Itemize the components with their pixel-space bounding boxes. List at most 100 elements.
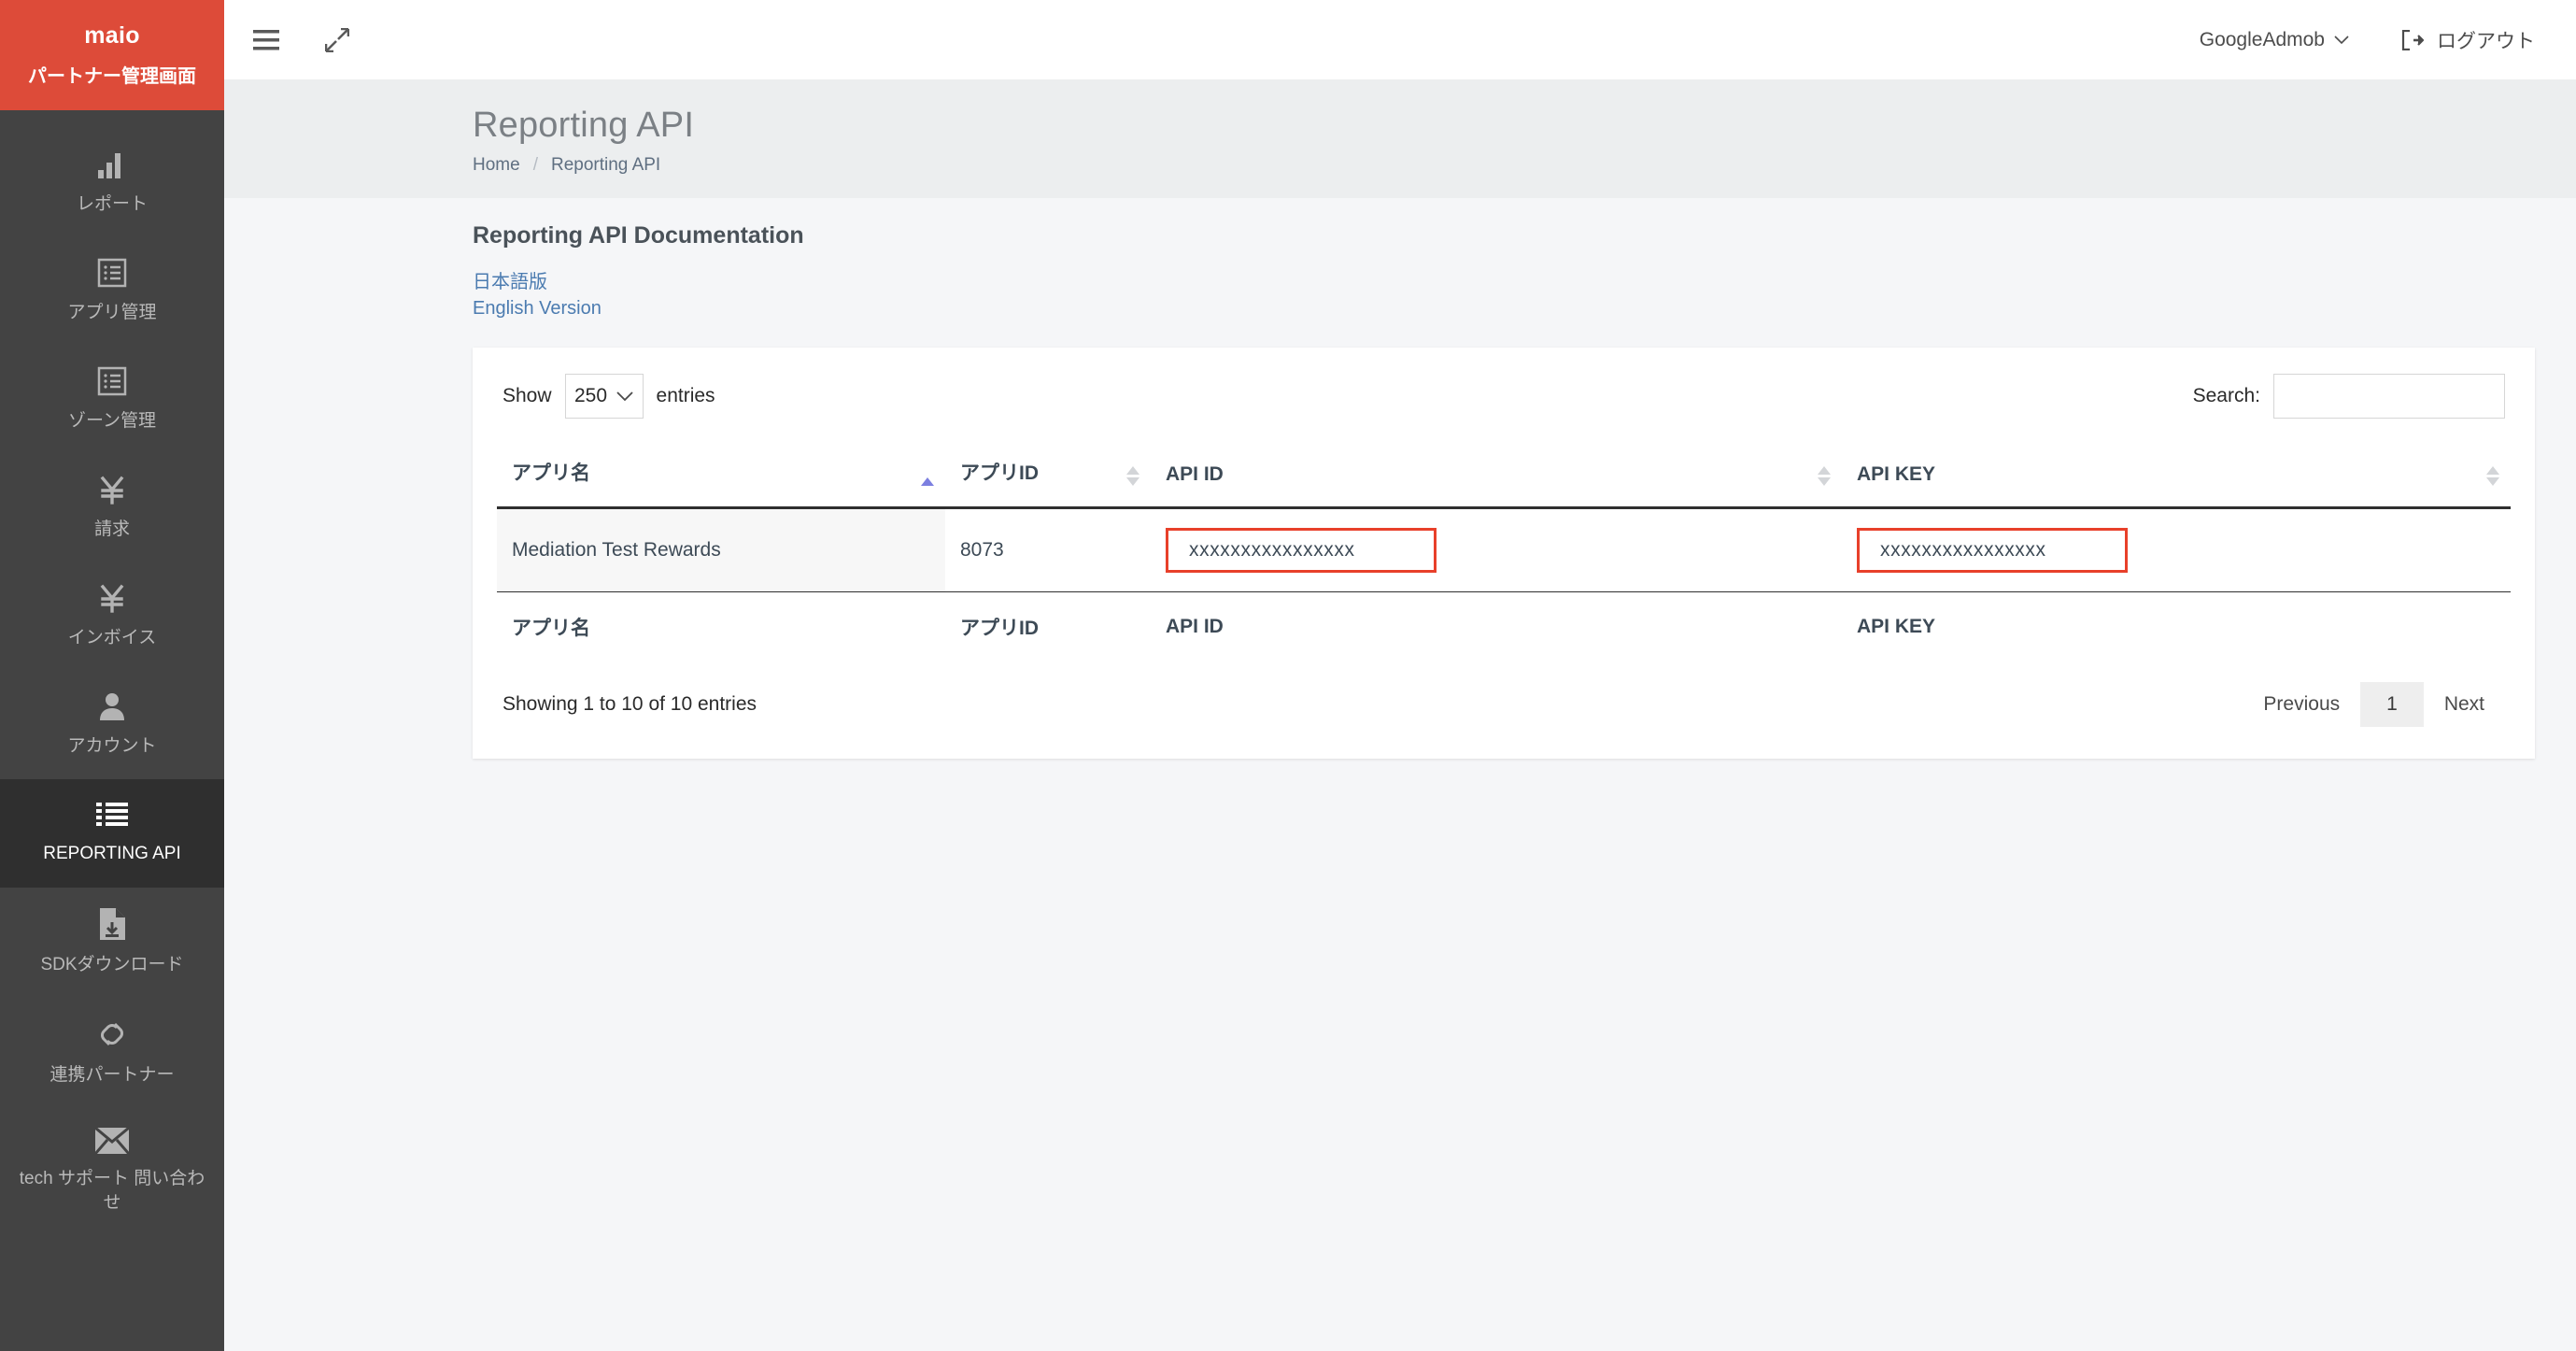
- api-key-highlight-box: xxxxxxxxxxxxxxxx: [1857, 528, 2128, 573]
- yen-icon: [98, 583, 126, 613]
- column-header-label: アプリ名: [512, 462, 590, 484]
- footer-header-app-id: アプリID: [945, 591, 1151, 654]
- cell-app-name: Mediation Test Rewards: [497, 507, 945, 592]
- link-icon: [96, 1018, 128, 1050]
- sidebar: maio パートナー管理画面 レポート: [0, 0, 224, 1351]
- column-header-label: アプリID: [960, 462, 1039, 484]
- table-head: アプリ名 アプリID: [497, 445, 2511, 509]
- topbar-left-group: [245, 19, 359, 62]
- expand-arrows-icon[interactable]: [316, 19, 359, 62]
- sidebar-item-zone-management[interactable]: ゾーン管理: [0, 346, 224, 454]
- file-download-icon: [98, 908, 126, 940]
- cell-app-id: 8073: [945, 507, 1151, 592]
- sidebar-item-label: インボイス: [67, 628, 157, 648]
- footer-header-app-name: アプリ名: [497, 591, 945, 654]
- yen-icon: [98, 475, 126, 505]
- sidebar-item-tech-support[interactable]: tech サポート 問い合わせ: [0, 1107, 224, 1235]
- documentation-links: 日本語版 English Version: [473, 266, 2535, 320]
- sidebar-item-reporting-api[interactable]: REPORTING API: [0, 779, 224, 888]
- table-controls: Show 250 entries Search:: [497, 374, 2511, 424]
- cell-api-id: xxxxxxxxxxxxxxxx: [1151, 507, 1842, 592]
- reporting-api-table: アプリ名 アプリID: [497, 445, 2511, 654]
- sidebar-item-sdk-download[interactable]: SDKダウンロード: [0, 888, 224, 998]
- sign-out-icon: [2401, 29, 2425, 50]
- page-length-value: 250: [574, 385, 608, 406]
- sidebar-item-report[interactable]: レポート: [0, 129, 224, 237]
- user-icon: [97, 691, 127, 721]
- search-group: Search:: [2193, 374, 2505, 419]
- datatable-card: Show 250 entries Search:: [473, 348, 2535, 759]
- list-icon: [96, 801, 128, 829]
- sidebar-item-account[interactable]: アカウント: [0, 671, 224, 779]
- hamburger-icon[interactable]: [245, 19, 288, 62]
- chevron-down-icon: [2334, 35, 2349, 45]
- sidebar-item-label: tech サポート 問い合わせ: [19, 1169, 205, 1213]
- footer-header-api-id: API ID: [1151, 591, 1842, 654]
- documentation-heading: Reporting API Documentation: [473, 222, 804, 249]
- sidebar-nav: レポート アプリ管理: [0, 110, 224, 1236]
- page-content: Reporting API Documentation 日本語版 English…: [224, 198, 2576, 759]
- sidebar-item-label: REPORTING API: [43, 844, 181, 864]
- search-input[interactable]: [2273, 374, 2505, 419]
- sort-indicator[interactable]: [2486, 466, 2499, 486]
- column-header-app-id[interactable]: アプリID: [945, 445, 1151, 509]
- show-label: Show: [502, 385, 552, 406]
- table-header-row: アプリ名 アプリID: [497, 445, 2511, 509]
- sort-indicator[interactable]: [1818, 466, 1831, 486]
- table-footer-row: アプリ名 アプリID API ID API KEY: [497, 591, 2511, 654]
- column-header-api-key[interactable]: API KEY: [1842, 445, 2511, 509]
- bar-chart-icon: [96, 149, 128, 179]
- logout-button[interactable]: ログアウト: [2401, 26, 2535, 54]
- envelope-icon: [95, 1128, 129, 1155]
- sidebar-item-label: ゾーン管理: [67, 411, 157, 432]
- breadcrumb-item-current: Reporting API: [550, 155, 661, 175]
- brand-title: maio: [84, 22, 140, 49]
- main-area: GoogleAdmob ログアウ: [224, 0, 2576, 1351]
- sort-indicator-ascending[interactable]: [921, 477, 934, 486]
- sidebar-item-label: 請求: [93, 519, 130, 540]
- column-header-app-name[interactable]: アプリ名: [497, 445, 945, 509]
- sidebar-item-label: アプリ管理: [67, 303, 157, 323]
- doc-link-japanese[interactable]: 日本語版: [473, 272, 547, 292]
- entries-label: entries: [656, 385, 715, 406]
- pagination-previous[interactable]: Previous: [2263, 693, 2341, 715]
- page-title: Reporting API: [473, 106, 695, 145]
- breadcrumb-separator: /: [532, 155, 538, 175]
- sidebar-item-partners[interactable]: 連携パートナー: [0, 998, 224, 1108]
- page-header: Reporting API Home / Reporting API: [224, 79, 2576, 198]
- table-footer-bar: Showing 1 to 10 of 10 entries Previous 1…: [497, 654, 2511, 727]
- pagination: Previous 1 Next: [2243, 682, 2505, 727]
- brand-subtitle: パートナー管理画面: [28, 66, 196, 87]
- column-header-api-id[interactable]: API ID: [1151, 445, 1842, 509]
- topbar-right-group: GoogleAdmob ログアウ: [2200, 26, 2535, 54]
- pagination-page-1[interactable]: 1: [2360, 682, 2424, 727]
- table-foot: アプリ名 アプリID API ID API KEY: [497, 591, 2511, 654]
- column-header-label: API ID: [1166, 463, 1224, 485]
- breadcrumb-item-home[interactable]: Home: [473, 155, 520, 175]
- user-menu[interactable]: GoogleAdmob: [2200, 29, 2349, 51]
- search-label: Search:: [2192, 385, 2260, 406]
- doc-link-english[interactable]: English Version: [473, 298, 602, 319]
- table-row[interactable]: Mediation Test Rewards 8073 xxxxxxxxxxxx…: [497, 507, 2511, 592]
- sidebar-item-billing[interactable]: 請求: [0, 454, 224, 562]
- logout-label: ログアウト: [2437, 30, 2535, 52]
- sidebar-item-app-management[interactable]: アプリ管理: [0, 237, 224, 346]
- page-length-select[interactable]: 250: [564, 374, 644, 419]
- footer-header-api-key: API KEY: [1842, 591, 2511, 654]
- list-box-icon: [97, 366, 127, 396]
- sort-indicator[interactable]: [1126, 466, 1139, 486]
- show-entries-group: Show 250 entries: [502, 374, 715, 419]
- column-header-label: API KEY: [1857, 463, 1936, 485]
- table-body: Mediation Test Rewards 8073 xxxxxxxxxxxx…: [497, 507, 2511, 592]
- api-id-highlight-box: xxxxxxxxxxxxxxxx: [1166, 528, 1437, 573]
- sidebar-item-label: アカウント: [67, 736, 157, 757]
- sidebar-item-label: 連携パートナー: [50, 1064, 175, 1085]
- sidebar-item-label: SDKダウンロード: [40, 955, 184, 974]
- pagination-next[interactable]: Next: [2443, 693, 2484, 715]
- top-bar: GoogleAdmob ログアウ: [224, 0, 2576, 79]
- chevron-down-icon: [616, 391, 633, 402]
- sidebar-item-invoice[interactable]: インボイス: [0, 562, 224, 671]
- list-box-icon: [97, 258, 127, 288]
- brand-logo[interactable]: maio パートナー管理画面: [0, 0, 224, 110]
